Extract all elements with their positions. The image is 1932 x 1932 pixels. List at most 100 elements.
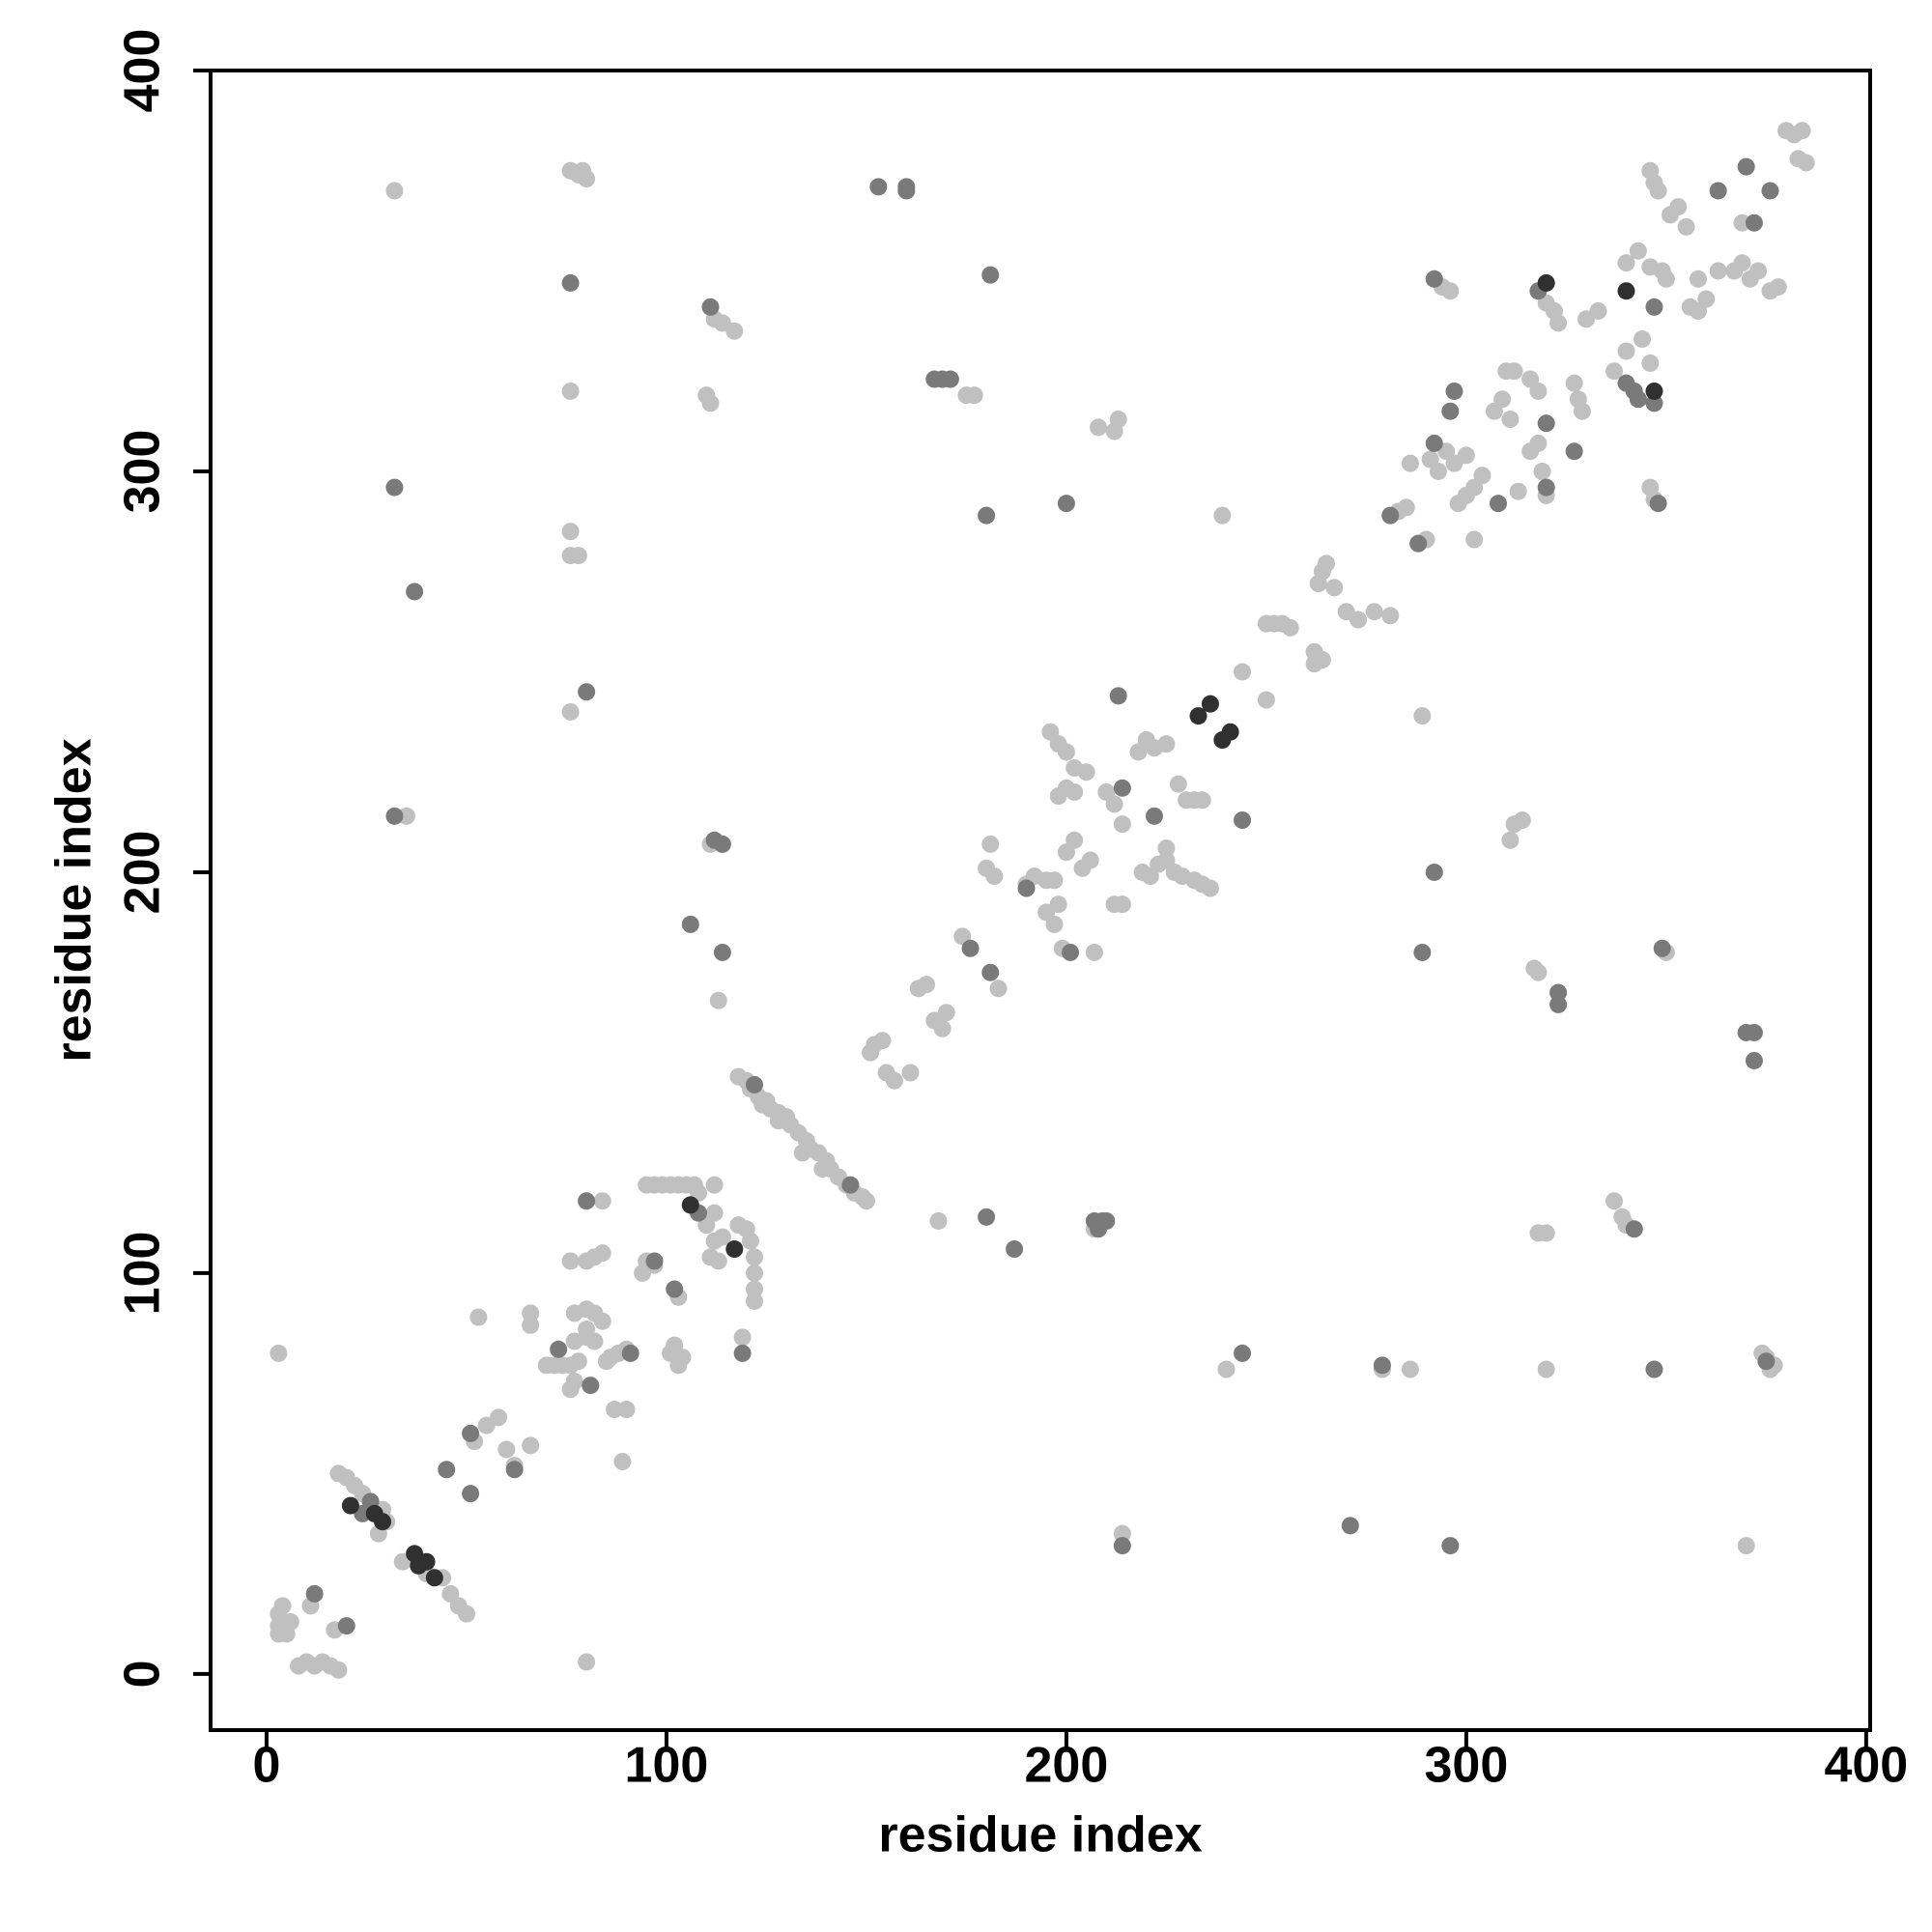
point (1473, 467, 1492, 485)
point (1113, 1524, 1131, 1543)
point (1490, 495, 1508, 513)
point (561, 1252, 580, 1270)
point (885, 1071, 903, 1090)
point (522, 1304, 540, 1322)
point (713, 1228, 731, 1246)
point (1365, 603, 1383, 621)
y-tick-label: 100 (115, 1232, 171, 1316)
point (1645, 382, 1663, 400)
point (1709, 182, 1727, 200)
point (582, 1377, 600, 1395)
x-tick-label: 300 (1425, 1738, 1509, 1794)
point (1441, 282, 1460, 300)
point (1317, 554, 1335, 573)
point (1341, 1517, 1359, 1535)
point (522, 1316, 540, 1334)
point (746, 1248, 764, 1266)
point (585, 1332, 604, 1350)
point (1081, 851, 1099, 869)
point (1441, 402, 1460, 420)
point (733, 1344, 752, 1362)
point (1425, 434, 1443, 452)
point (578, 1192, 596, 1210)
point (1617, 342, 1635, 360)
point (1573, 402, 1591, 420)
point (1234, 811, 1252, 830)
point (1325, 579, 1344, 597)
point (1109, 411, 1127, 429)
point (985, 867, 1004, 886)
point (374, 1513, 392, 1531)
point (725, 1240, 744, 1259)
point (1057, 495, 1075, 513)
point (1157, 735, 1176, 753)
point (593, 1312, 611, 1330)
point (617, 1401, 636, 1419)
point (1145, 807, 1163, 825)
point (929, 1211, 948, 1230)
point (869, 178, 888, 196)
point (1217, 1360, 1236, 1378)
point (1085, 943, 1103, 961)
point (505, 1461, 524, 1479)
point (1105, 795, 1123, 813)
point (1501, 411, 1520, 429)
point (469, 1308, 488, 1326)
point (1505, 362, 1523, 381)
point (273, 1597, 292, 1615)
point (1529, 434, 1548, 452)
point (1113, 779, 1131, 797)
point (1201, 695, 1219, 713)
point (857, 1192, 875, 1210)
point (417, 1552, 436, 1571)
point (1097, 1211, 1116, 1230)
point (593, 1192, 611, 1210)
point (1625, 1220, 1643, 1238)
point (1629, 390, 1647, 409)
point (1549, 995, 1568, 1013)
point (1049, 895, 1067, 914)
point (270, 1625, 288, 1643)
point (561, 523, 580, 541)
point (753, 1095, 772, 1114)
point (897, 182, 916, 200)
point (1090, 418, 1108, 437)
point (1634, 330, 1652, 349)
point (901, 1064, 920, 1082)
point (813, 1160, 832, 1179)
point (705, 1176, 724, 1194)
point (1745, 213, 1763, 232)
point (1749, 262, 1768, 280)
point (578, 1653, 596, 1671)
point (978, 1208, 996, 1226)
point (1109, 687, 1127, 705)
point (1669, 198, 1688, 216)
point (1537, 1224, 1555, 1242)
point (733, 1328, 752, 1347)
point (1441, 1537, 1460, 1555)
point (1537, 478, 1555, 497)
point (1757, 1352, 1776, 1371)
point (705, 1204, 724, 1222)
point (1445, 382, 1463, 400)
point (1189, 707, 1208, 725)
point (1193, 791, 1211, 810)
point (1761, 182, 1779, 200)
point (1565, 374, 1583, 392)
point (561, 382, 580, 400)
point (497, 1440, 516, 1459)
point (1429, 462, 1447, 480)
point (1657, 270, 1675, 288)
point (1373, 1356, 1391, 1375)
point (1062, 943, 1080, 961)
point (1065, 831, 1084, 849)
x-tick-label: 0 (252, 1738, 280, 1794)
point (965, 386, 983, 405)
point (701, 394, 720, 412)
point (1169, 775, 1187, 793)
point (981, 266, 1000, 284)
point (1737, 1537, 1755, 1555)
point (1733, 213, 1751, 232)
